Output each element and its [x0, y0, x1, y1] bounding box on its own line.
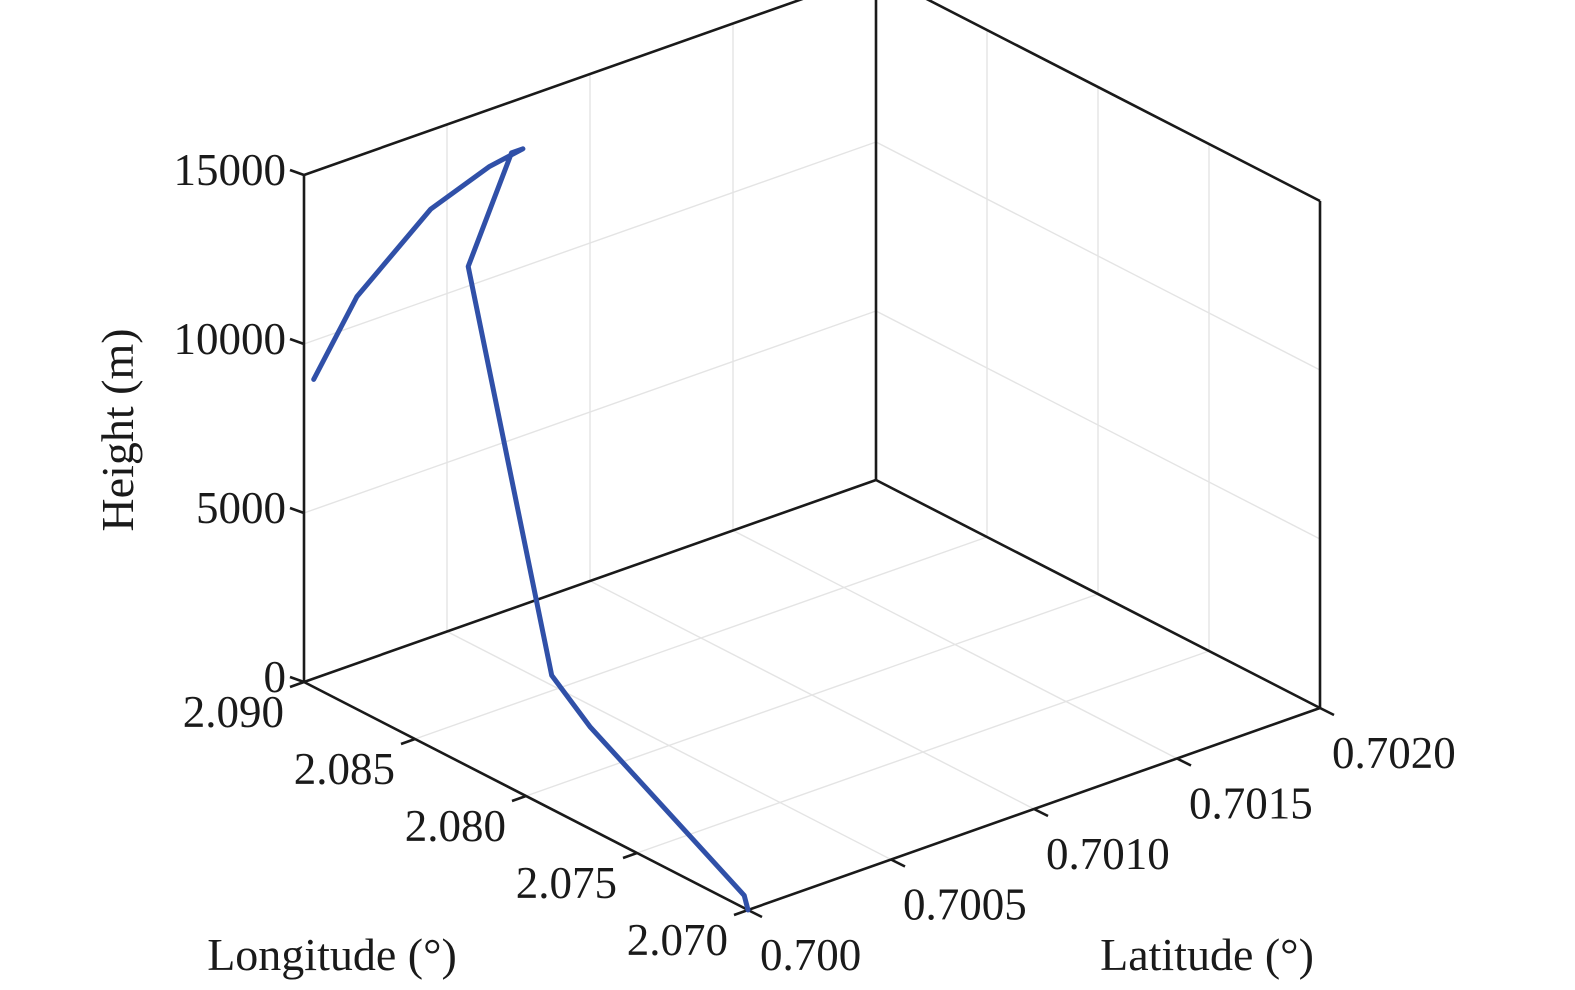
tick-mark-latitude [1176, 757, 1192, 767]
tick-mark-latitude [1319, 706, 1335, 717]
y-axis-label: Longitude (°) [207, 929, 457, 980]
tick-label-height: 5000 [196, 483, 286, 533]
tick-mark-longitude [400, 737, 416, 746]
tick-label-height: 15000 [174, 145, 287, 195]
tick-label-longitude: 2.085 [294, 744, 395, 794]
series-layer [311, 146, 751, 913]
tick-mark-latitude [1033, 807, 1049, 818]
tick-label-latitude: 0.700 [760, 930, 861, 980]
grid-line-backwall-height [303, 310, 877, 514]
tick-label-latitude: 0.7005 [903, 880, 1027, 930]
grid-line-sidewall-height [875, 141, 1321, 371]
tick-mark-height [289, 675, 305, 684]
floor-right-edge [875, 478, 1321, 710]
tick-label-latitude: 0.7020 [1332, 728, 1456, 778]
grid-lines [303, 0, 1321, 911]
z-axis-label: Height (m) [92, 328, 143, 531]
tick-label-longitude: 2.090 [183, 687, 284, 737]
tick-mark-height [289, 168, 305, 177]
tick-mark-longitude [511, 794, 527, 803]
tick-label-height: 0 [264, 652, 287, 702]
tick-labels: 0.7000.70050.70100.70150.70202.0702.0752… [174, 145, 1456, 980]
tick-label-height: 10000 [174, 314, 287, 364]
grid-line-floor-lon [636, 650, 1210, 854]
tick-label-longitude: 2.075 [516, 858, 617, 908]
x-axis-label: Latitude (°) [1100, 929, 1314, 980]
top-back-edge [303, 0, 804, 177]
tick-label-latitude: 0.7015 [1189, 779, 1313, 829]
trajectory-line [311, 146, 751, 913]
tick-mark-latitude [747, 908, 763, 919]
tick-mark-latitude [890, 858, 906, 868]
tick-label-longitude: 2.070 [627, 915, 728, 965]
axes-box [302, 0, 1322, 912]
grid-line-sidewall-height [875, 310, 1321, 540]
grid-line-floor-lon [525, 593, 1099, 797]
floor-back-edge [303, 478, 877, 684]
axis-ticks [289, 168, 1335, 919]
top-right-edge [925, 0, 1321, 203]
grid-line-floor-lon [414, 536, 988, 740]
tick-mark-longitude [289, 680, 305, 689]
tick-label-longitude: 2.080 [405, 801, 506, 851]
tick-label-latitude: 0.7010 [1046, 829, 1170, 879]
tick-mark-height [289, 337, 305, 346]
tick-mark-height [289, 506, 305, 515]
tick-mark-longitude [622, 851, 638, 860]
grid-line-backwall-height [303, 141, 877, 345]
